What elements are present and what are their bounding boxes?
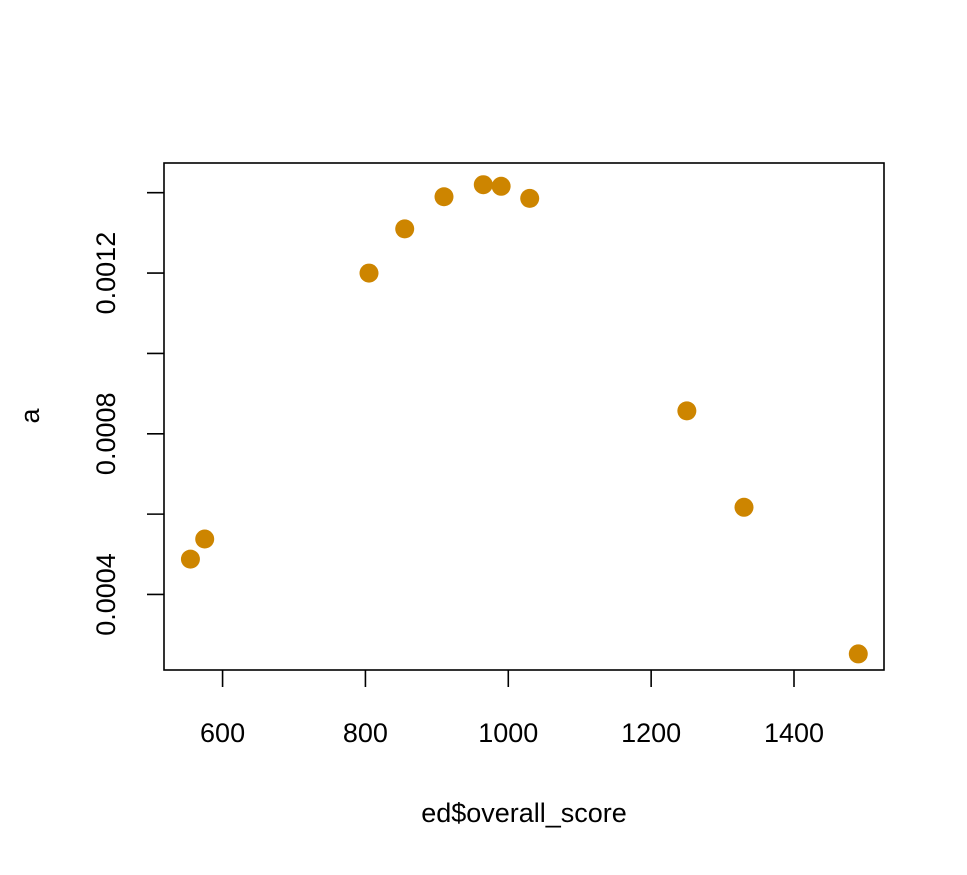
data-point <box>520 188 540 208</box>
x-tick-label: 800 <box>343 718 388 748</box>
y-tick-label: 0.0012 <box>91 232 121 315</box>
y-tick-label: 0.0008 <box>91 392 121 475</box>
x-axis-label: ed$overall_score <box>421 798 627 828</box>
x-axis: 600 800 1000 1200 1400 <box>200 670 824 748</box>
data-point <box>491 176 511 196</box>
y-axis: 0.0004 0.0008 0.0012 <box>91 191 164 636</box>
data-point <box>395 219 415 239</box>
x-tick-label: 1400 <box>764 718 824 748</box>
x-tick-label: 600 <box>200 718 245 748</box>
data-point <box>734 497 754 517</box>
data-point <box>180 549 200 569</box>
data-points <box>180 175 868 664</box>
data-point <box>434 187 454 207</box>
y-axis-label: a <box>15 408 45 424</box>
data-point <box>473 175 493 195</box>
data-point <box>359 263 379 283</box>
y-tick-label: 0.0004 <box>91 553 121 636</box>
x-tick-label: 1000 <box>478 718 538 748</box>
data-point <box>677 401 697 421</box>
plot-frame <box>163 162 885 671</box>
data-point <box>195 529 215 549</box>
x-tick-label: 1200 <box>621 718 681 748</box>
data-point <box>848 644 868 664</box>
